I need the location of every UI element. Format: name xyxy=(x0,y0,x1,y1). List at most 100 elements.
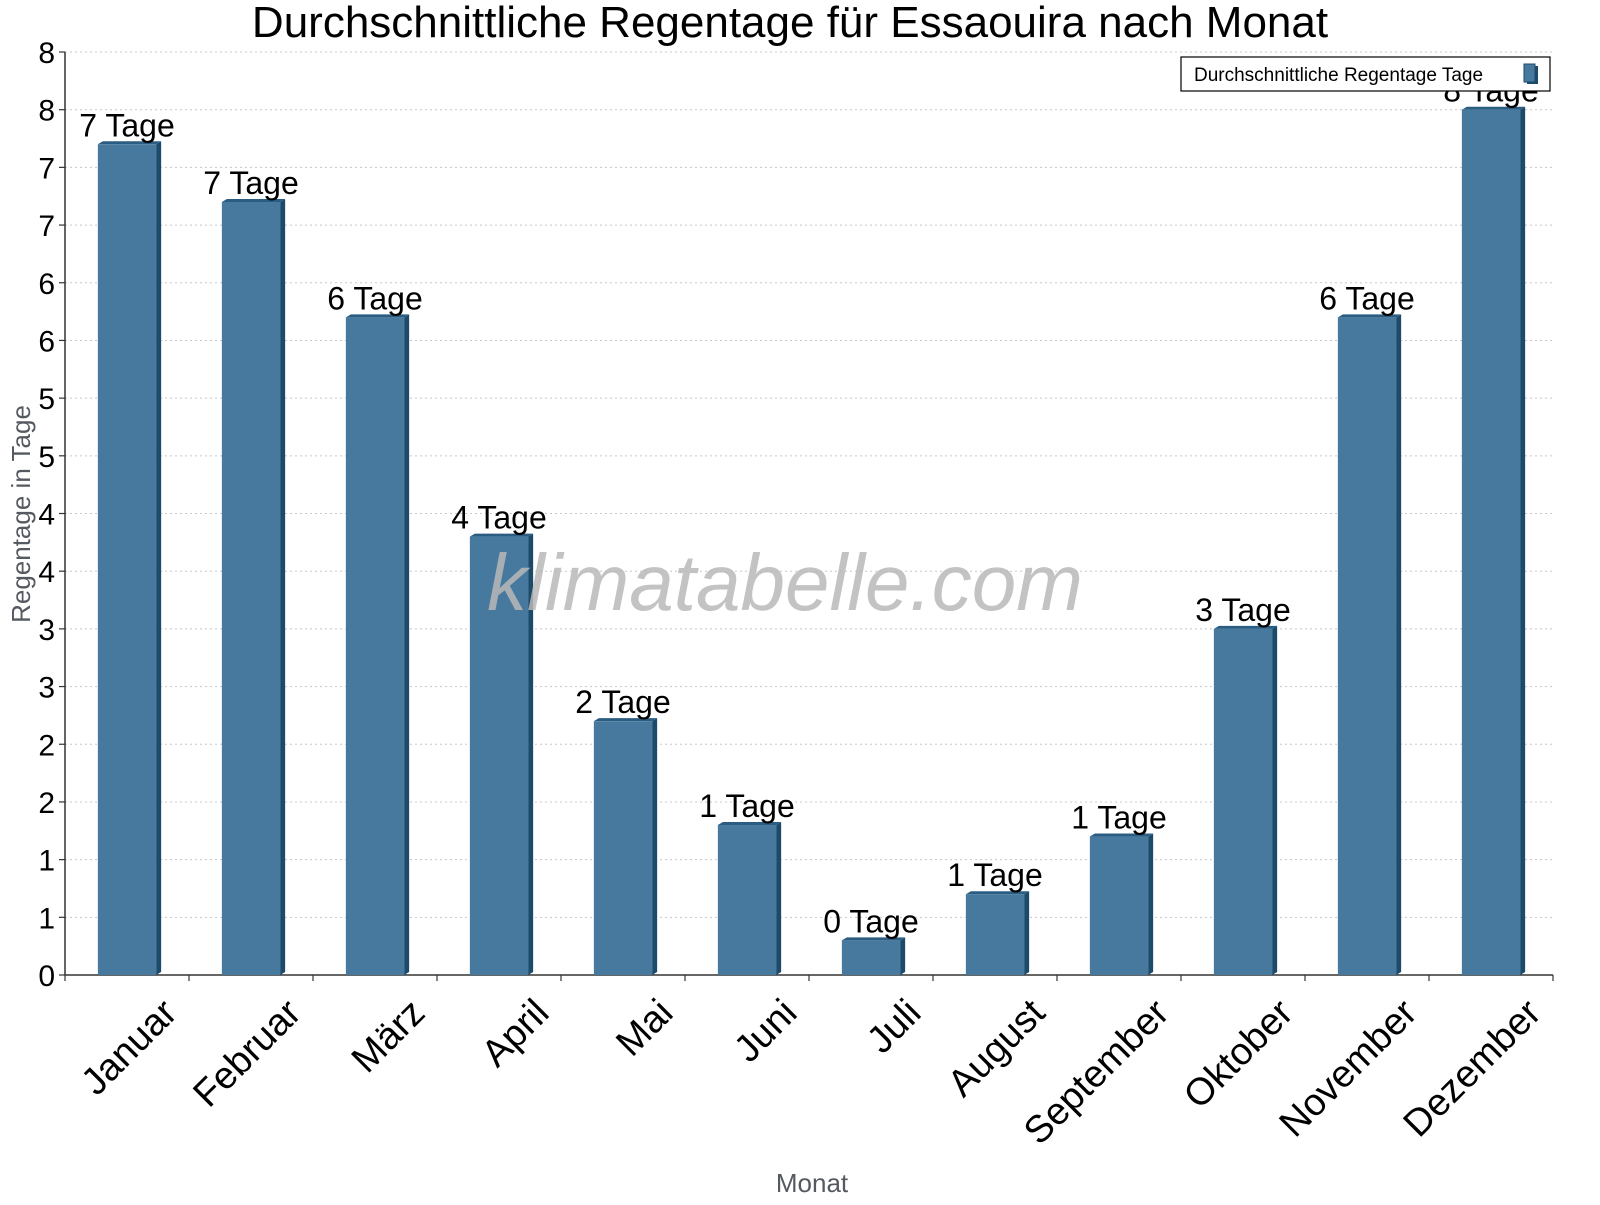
bar-front xyxy=(593,721,653,975)
legend-box xyxy=(1180,56,1551,92)
x-tick-label: August xyxy=(940,991,1054,1105)
y-tick-label: 3 xyxy=(38,614,55,647)
data-label: 0 Tage xyxy=(823,903,919,939)
bar-top xyxy=(717,822,782,826)
x-tick-label: Juni xyxy=(726,992,805,1071)
x-tick-label: März xyxy=(344,992,433,1081)
bar-top xyxy=(841,937,906,941)
bar-märz xyxy=(345,314,410,975)
bar-side xyxy=(280,198,286,976)
y-tick-label: 1 xyxy=(38,902,55,935)
y-tick-label: 7 xyxy=(38,152,55,185)
data-labels: 7 Tage 7 Tage 6 Tage 4 Tage 2 Tage 1 Tage 0 Ta… xyxy=(79,73,1539,940)
x-tick-label: Februar xyxy=(186,991,310,1115)
y-tick-label: 6 xyxy=(38,325,55,358)
y-tick-label: 2 xyxy=(38,787,55,820)
bar-front xyxy=(1089,836,1149,975)
data-label: 4 Tage xyxy=(451,500,547,536)
bar-side xyxy=(156,141,162,976)
bar-top xyxy=(1213,625,1278,629)
data-label: 7 Tage xyxy=(203,165,299,201)
y-axis-title: Regentage in Tage xyxy=(6,405,36,623)
bar-januar xyxy=(97,141,162,976)
data-label: 1 Tage xyxy=(699,788,795,824)
bar-top xyxy=(593,718,658,722)
bar-front xyxy=(1461,109,1521,975)
bar-front xyxy=(717,825,777,975)
bar-top xyxy=(345,314,410,318)
data-label: 1 Tage xyxy=(1071,800,1167,836)
bar-top xyxy=(1089,833,1154,837)
y-tick-label: 5 xyxy=(38,383,55,416)
y-tick-label: 7 xyxy=(38,210,55,243)
bar-front xyxy=(965,894,1025,975)
bar-side xyxy=(1148,833,1154,975)
legend-swatch xyxy=(1523,63,1536,83)
x-tick-label: Januar xyxy=(73,991,185,1103)
y-axis-ticks: 0 1 1 2 2 3 3 4 4 5 5 6 6 7 7 8 8 xyxy=(38,37,65,993)
bar-side xyxy=(1024,891,1030,975)
bar-front xyxy=(221,201,281,976)
x-tick-label: Oktober xyxy=(1176,991,1302,1117)
bar-front xyxy=(841,940,901,975)
x-axis-title: Monat xyxy=(776,1168,849,1198)
y-tick-label: 5 xyxy=(38,441,55,474)
bar-top xyxy=(469,533,534,537)
y-tick-label: 6 xyxy=(38,268,55,301)
bar-november xyxy=(1337,314,1402,975)
x-tick-label: Juli xyxy=(859,992,929,1062)
bar-side xyxy=(776,822,782,975)
bar-side xyxy=(1272,625,1278,975)
bar-top xyxy=(1337,314,1402,318)
chart-title: Durchschnittliche Regentage für Essaouir… xyxy=(252,0,1328,47)
y-tick-label: 4 xyxy=(38,556,55,589)
data-label: 2 Tage xyxy=(575,684,671,720)
data-label: 6 Tage xyxy=(1319,280,1415,316)
y-tick-label: 2 xyxy=(38,729,55,762)
y-tick-label: 1 xyxy=(38,845,55,878)
data-label: 7 Tage xyxy=(79,107,175,143)
data-label: 1 Tage xyxy=(947,857,1043,893)
bar-top xyxy=(97,141,162,145)
x-tick-label: April xyxy=(474,992,557,1075)
bar-front xyxy=(1213,628,1273,975)
y-tick-label: 8 xyxy=(38,95,55,128)
bar-februar xyxy=(221,198,286,976)
bar-side xyxy=(404,314,410,975)
bar-top xyxy=(1461,106,1526,110)
bar-top xyxy=(221,198,286,202)
bar-september xyxy=(1089,833,1154,975)
bar-side xyxy=(652,718,658,975)
bar-side xyxy=(900,937,906,975)
bar-top xyxy=(965,891,1030,895)
data-label: 6 Tage xyxy=(327,280,423,316)
bar-august xyxy=(965,891,1030,975)
y-tick-label: 4 xyxy=(38,499,55,532)
x-tick-label: Dezember xyxy=(1396,991,1550,1145)
data-label: 3 Tage xyxy=(1195,592,1291,628)
x-axis-ticks: Januar Februar März April Mai Juni Juli AugustS… xyxy=(73,991,1549,1152)
bar-front xyxy=(345,317,405,975)
bar-april xyxy=(469,533,534,975)
bar-juni xyxy=(717,822,782,975)
bar-front xyxy=(469,536,529,975)
watermark-text: klimatabelle.com xyxy=(487,538,1083,627)
legend: Durchschnittliche Regentage Tage xyxy=(1180,56,1551,92)
bar-side xyxy=(528,533,534,975)
y-tick-label: 8 xyxy=(38,37,55,70)
bars xyxy=(97,106,1526,976)
bar-oktober xyxy=(1213,625,1278,975)
bar-dezember xyxy=(1461,106,1526,975)
bar-side xyxy=(1396,314,1402,975)
bar-side xyxy=(1520,106,1526,975)
legend-label: Durchschnittliche Regentage Tage xyxy=(1194,65,1483,86)
bar-mai xyxy=(593,718,658,975)
bar-front xyxy=(97,144,157,976)
x-tick-label: Mai xyxy=(608,992,681,1065)
y-tick-label: 0 xyxy=(38,960,55,993)
bar-juli xyxy=(841,937,906,975)
y-tick-label: 3 xyxy=(38,672,55,705)
grid-lines xyxy=(65,51,1553,918)
